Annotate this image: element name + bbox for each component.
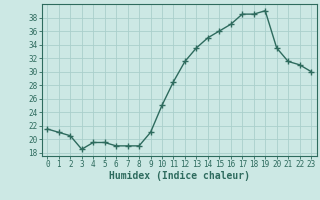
X-axis label: Humidex (Indice chaleur): Humidex (Indice chaleur) xyxy=(109,171,250,181)
